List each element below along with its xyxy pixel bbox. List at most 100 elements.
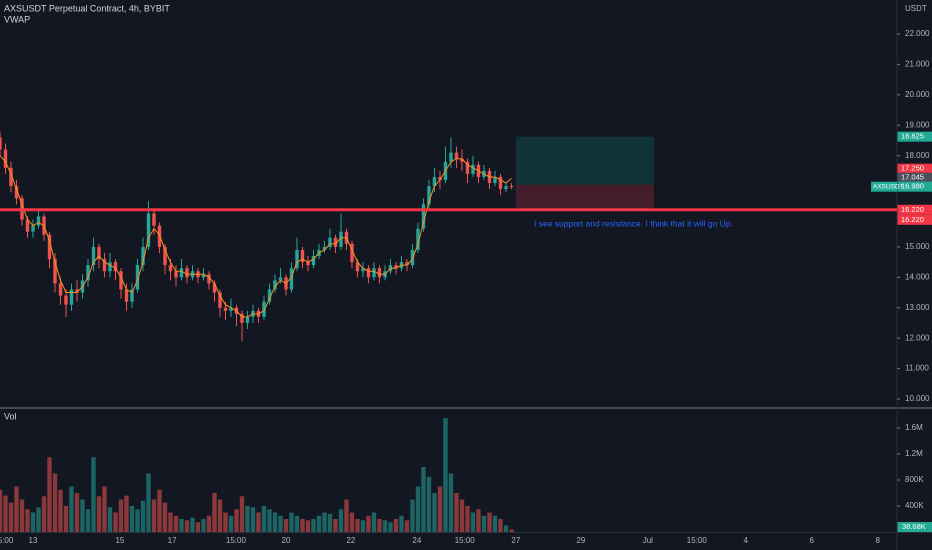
marks: 10.000 11.000 12.000 13.000 14.000 15.000 18.0… (0, 29, 932, 545)
price-label: 18.625 (901, 132, 924, 141)
volume-bar (503, 525, 509, 532)
volume-bar (338, 509, 344, 532)
volume-bar (118, 499, 124, 532)
x-tick-label: 20 (282, 536, 291, 545)
volume-bar (470, 512, 476, 532)
candle-body (427, 186, 431, 205)
volume-title: Vol (4, 411, 17, 421)
y-tick-label: 10.000 (905, 394, 930, 403)
candle-body (240, 313, 244, 323)
volume-bar (393, 518, 399, 532)
candle-body (295, 249, 299, 269)
volume-bar (212, 492, 217, 532)
candle-body (47, 234, 52, 260)
y-tick-label: 1.2M (905, 449, 923, 458)
candle-body (333, 237, 338, 247)
volume-bar (349, 512, 355, 532)
price-label: 17.250 (901, 164, 924, 173)
x-tick-label: 6 (810, 536, 815, 545)
candle-body (311, 256, 316, 266)
volume-bar (465, 505, 470, 532)
volume-bar (272, 512, 278, 532)
candle-body (421, 204, 426, 229)
candle-body (185, 268, 189, 278)
vwap-line (0, 155, 512, 318)
volume-bar (41, 496, 47, 532)
candle-body (416, 228, 420, 250)
candle-body (97, 246, 101, 260)
candle-body (432, 176, 437, 187)
volume-bar (85, 509, 91, 532)
y-tick-label: 1.6M (905, 423, 923, 432)
volume-bar (322, 512, 327, 532)
y-tick-label: 400K (905, 501, 924, 510)
candle-body (449, 152, 453, 162)
volume-bar (140, 500, 146, 532)
volume-bar (58, 489, 63, 532)
volume-bar (91, 457, 96, 532)
candle-body (53, 259, 57, 284)
volume-bar (366, 515, 371, 532)
candle-body (119, 271, 123, 290)
price-label-box (897, 172, 932, 183)
y-tick-label: 12.000 (905, 333, 930, 342)
chart-title: AXSUSDT Perpetual Contract, 4h, BYBIT (4, 3, 170, 13)
candle-body (377, 268, 382, 278)
volume-bar (388, 522, 393, 532)
x-tick-label: 17 (168, 536, 177, 545)
volume-bar (151, 499, 157, 532)
volume-bar (135, 509, 140, 532)
volume-bar (476, 509, 481, 532)
volume-bar (124, 495, 129, 532)
volume-bar (228, 515, 234, 532)
x-tick-label: 22 (346, 536, 355, 545)
volume-bar (47, 457, 52, 532)
candle-body (141, 246, 145, 266)
candle-body (438, 176, 442, 180)
volume-bar (492, 515, 498, 532)
volume-bar (487, 512, 492, 532)
volume-bar (195, 522, 201, 532)
candle-body (366, 268, 371, 278)
candle-body (36, 216, 41, 226)
volume-bar (443, 418, 448, 532)
candle-body (322, 246, 327, 250)
y-tick-label: 18.000 (905, 151, 930, 160)
price-label-box (897, 204, 932, 215)
candle-body (91, 246, 96, 266)
candle-body (355, 262, 360, 272)
volume-bar (179, 518, 184, 532)
x-tick-label: 4 (744, 536, 749, 545)
volume-bar (190, 517, 195, 532)
volume-last-label: 38.68K (902, 522, 926, 531)
y-tick-label: 11.000 (905, 364, 929, 373)
candle-body (460, 158, 464, 162)
volume-bar (360, 520, 366, 532)
volume-bar (289, 512, 294, 532)
candle-body (25, 219, 30, 232)
volume-bar (19, 499, 25, 532)
volume-bar (377, 518, 382, 532)
volume-bar (300, 518, 305, 532)
candle-body (201, 274, 206, 278)
volume-bar (261, 505, 267, 532)
volume-bar (448, 473, 454, 532)
candle-body (504, 186, 508, 190)
y-tick-label: 19.000 (905, 120, 930, 129)
candle-body (102, 259, 107, 272)
candle-body (498, 176, 503, 190)
candle-body (3, 149, 8, 168)
volume-bar (355, 518, 360, 532)
x-tick-label: 27 (511, 536, 520, 545)
volume-bar (316, 515, 322, 532)
price-label: 17.045 (901, 173, 924, 182)
candle-body (218, 292, 222, 308)
y-tick-label: 20.000 (905, 90, 930, 99)
x-tick-label: 15:00 (226, 536, 247, 545)
volume-bar (327, 513, 333, 532)
y-tick-label: 22.000 (905, 29, 930, 38)
x-tick-label: 15:00 (455, 536, 476, 545)
volume-bar (107, 507, 113, 532)
candle-body (405, 262, 409, 266)
